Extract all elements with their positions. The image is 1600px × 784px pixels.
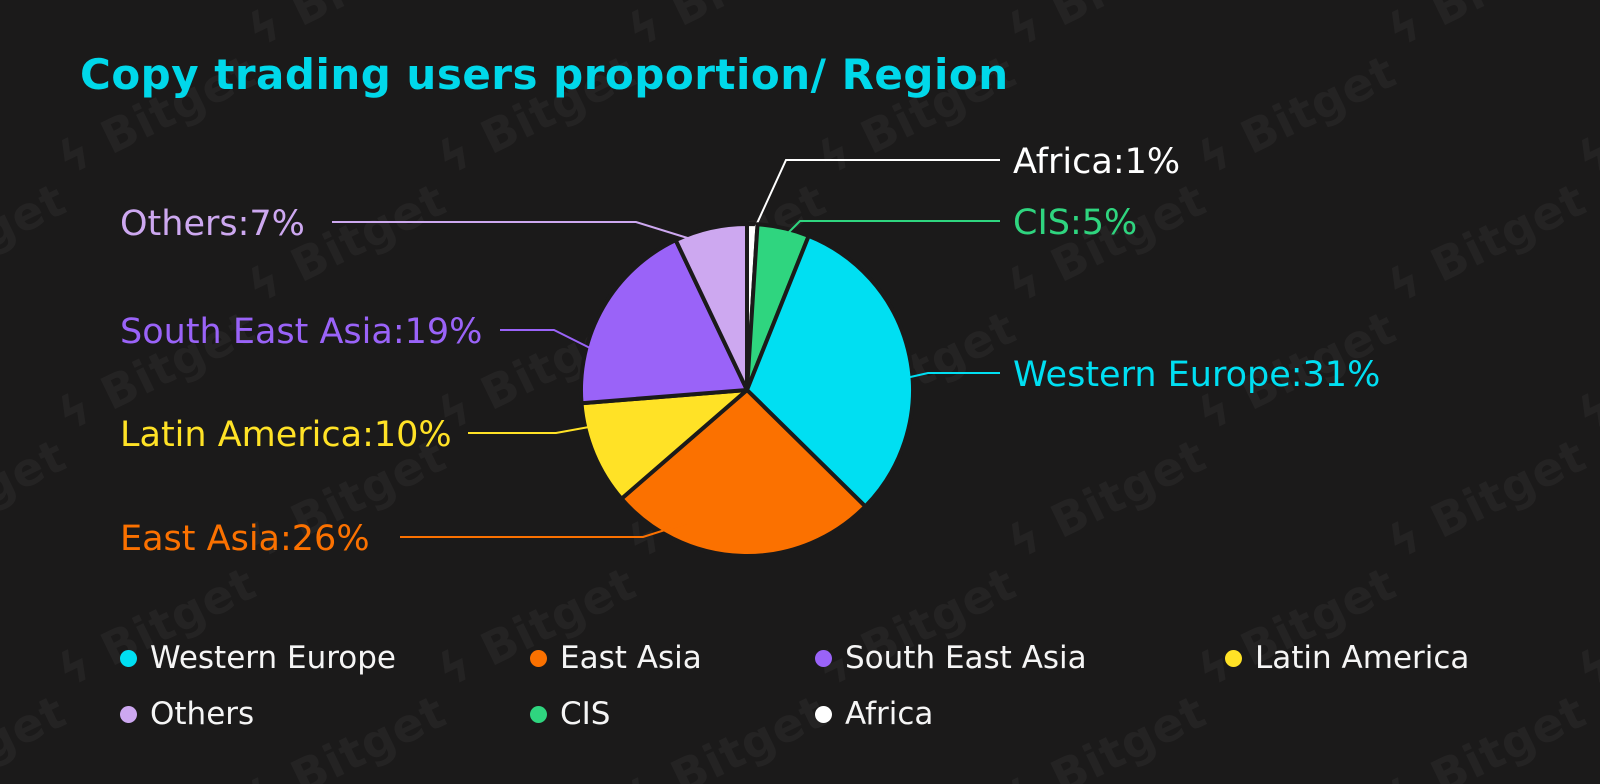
legend: Western Europe East Asia South East Asia La… — [120, 630, 1469, 742]
legend-label: CIS — [560, 696, 611, 732]
callout-east-asia: East Asia:26% — [120, 519, 370, 559]
callout-line-africa — [753, 159, 1000, 231]
legend-item-latin-america: Latin America — [1225, 640, 1469, 676]
legend-dot-others — [120, 705, 137, 723]
callout-others: Others:7% — [120, 204, 305, 244]
legend-item-cis: CIS — [530, 696, 815, 732]
callout-line-latin-america — [468, 426, 590, 434]
legend-label: East Asia — [560, 640, 702, 676]
legend-dot-western-europe — [120, 649, 137, 667]
legend-item-africa: Africa — [815, 696, 1225, 732]
callout-western-europe: Western Europe:31% — [1013, 355, 1381, 395]
callout-line-western-europe — [905, 372, 1000, 379]
chart-title: Copy trading users proportion/ Region — [80, 50, 1009, 99]
legend-label: Africa — [845, 696, 934, 732]
legend-dot-cis — [530, 705, 547, 723]
pie-slice-south-east-asia — [578, 238, 749, 406]
callout-south-east-asia: South East Asia:19% — [120, 312, 483, 352]
callout-line-south-east-asia — [500, 329, 593, 350]
legend-dot-south-east-asia — [815, 649, 832, 667]
pie-slice-others — [673, 222, 749, 392]
callout-latin-america: Latin America:10% — [120, 415, 452, 455]
legend-label: Others — [150, 696, 255, 732]
legend-label: South East Asia — [845, 640, 1087, 676]
legend-item-others: Others — [120, 696, 530, 732]
legend-item-western-europe: Western Europe — [120, 640, 530, 676]
pie-slice-western-europe — [745, 233, 915, 509]
legend-dot-latin-america — [1225, 649, 1242, 667]
callout-line-others — [332, 221, 695, 241]
legend-dot-east-asia — [530, 649, 547, 667]
legend-item-south-east-asia: South East Asia — [815, 640, 1225, 676]
legend-item-east-asia: East Asia — [530, 640, 815, 676]
callout-line-cis — [779, 220, 1000, 242]
pie-slice-east-asia — [619, 388, 868, 558]
legend-label: Latin America — [1255, 640, 1470, 676]
callout-africa: Africa:1% — [1013, 142, 1181, 182]
legend-label: Western Europe — [150, 640, 397, 676]
callout-line-east-asia — [400, 522, 688, 538]
pie-slice-latin-america — [579, 388, 749, 501]
legend-dot-africa — [815, 705, 832, 723]
callout-cis: CIS:5% — [1013, 203, 1138, 243]
